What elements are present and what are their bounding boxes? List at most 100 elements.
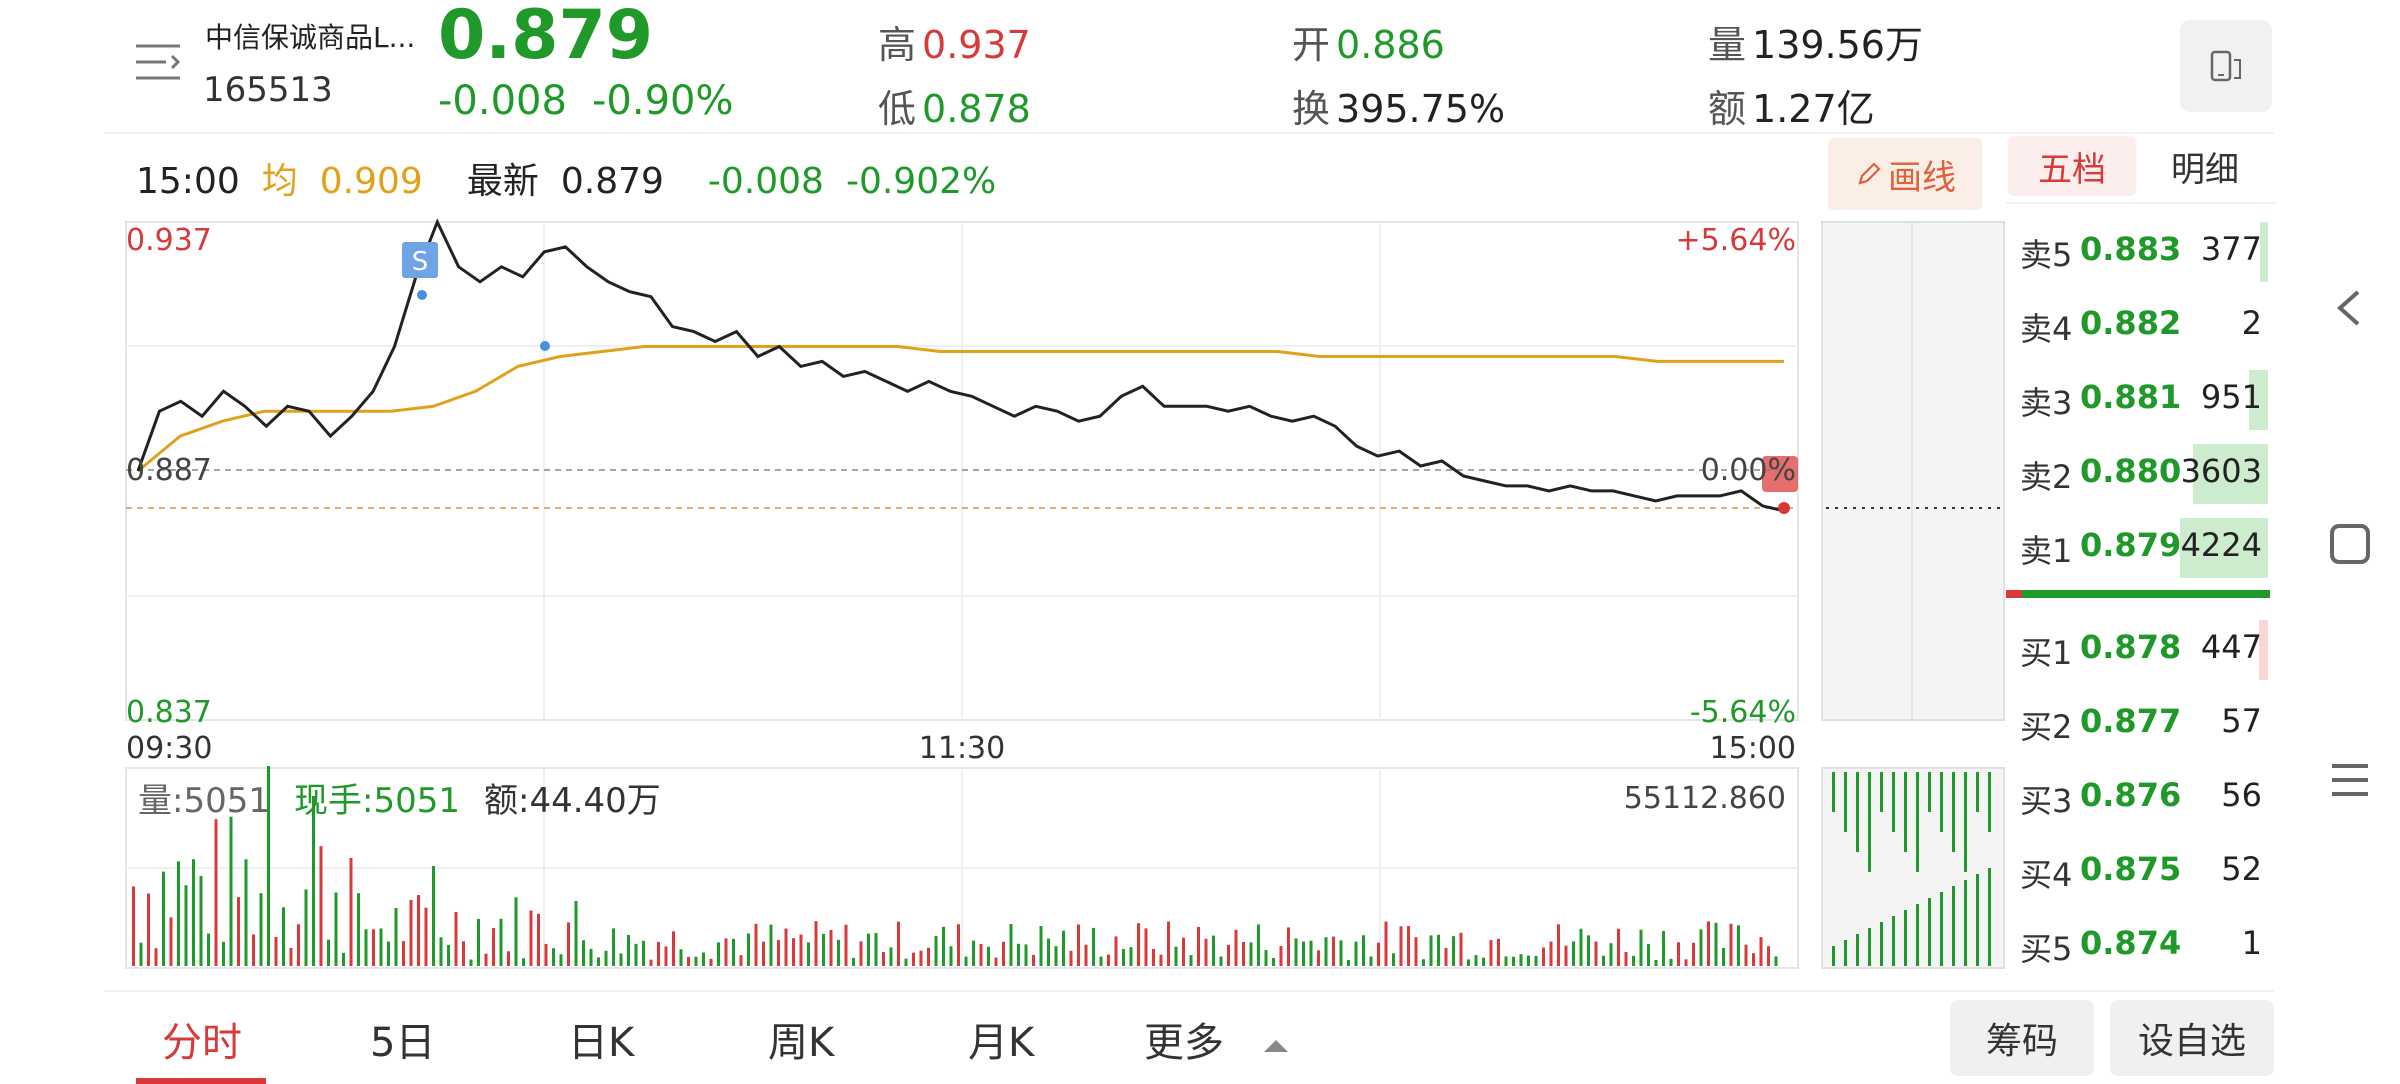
volume-bar [1759, 937, 1763, 966]
volume-bar [702, 952, 705, 966]
stat-open-value: 0.886 [1336, 23, 1445, 67]
volume-bar [829, 929, 833, 966]
ask-volume: 2 [2241, 304, 2262, 342]
volume-bar [439, 937, 443, 966]
volume-bar [1512, 956, 1515, 966]
bid-label: 买4 [2020, 856, 2073, 894]
intraday-chart[interactable]: S 0.937 0.887 0.837 +5.64% 0.00% -5.64% … [0, 0, 2400, 1000]
volume-bar [222, 941, 225, 966]
volume-bar [1107, 954, 1110, 966]
volume-bar [754, 923, 758, 966]
volume-bar [1084, 944, 1088, 966]
volume-bar [1444, 948, 1448, 966]
bid-row[interactable]: 买2 0.877 57 [2020, 690, 2268, 750]
tab-detail[interactable]: 明细 [2171, 149, 2239, 190]
volume-bar [942, 926, 945, 966]
volume-bar [1602, 955, 1605, 966]
volume-bar [784, 928, 788, 966]
pct-label-mid: 0.00% [1701, 453, 1796, 488]
volume-bar [1639, 929, 1643, 966]
depth-bar [1940, 772, 1943, 832]
volume-bar [522, 958, 525, 966]
volume-bar [477, 918, 480, 966]
marker-text: S [412, 247, 429, 277]
home-nav-button[interactable] [2320, 514, 2380, 574]
volume-bar [1114, 936, 1118, 966]
depth-bar [1916, 904, 1919, 966]
volume-bar [1152, 948, 1155, 966]
bid-volume-bar [2259, 620, 2268, 680]
ask-row[interactable]: 卖5 0.883 377 [2020, 218, 2268, 282]
volume-bar [1632, 955, 1635, 966]
volume-bar [867, 933, 870, 966]
volume-bar [1699, 929, 1703, 966]
tab-five-levels[interactable]: 五档 [2008, 136, 2136, 196]
volume-bar [387, 941, 390, 966]
volume-bar [852, 957, 855, 966]
tab-day-k[interactable]: 日K [568, 1020, 635, 1066]
ask-volume: 951 [2200, 378, 2262, 416]
volume-bar [732, 938, 735, 966]
volume-bar [1647, 944, 1650, 966]
volume-bar [1219, 956, 1223, 966]
volume-bar [1504, 956, 1508, 966]
volume-bar [537, 913, 540, 966]
volume-bar [747, 933, 750, 966]
volume-bar [1354, 941, 1358, 966]
tab-more[interactable]: 更多 [1144, 1010, 1291, 1068]
bid-row[interactable]: 买3 0.876 56 [2020, 764, 2268, 824]
bid-row[interactable]: 买4 0.875 52 [2020, 838, 2268, 898]
stat-volume-label: 量 [1708, 23, 1747, 67]
ask-row[interactable]: 卖4 0.882 2 [2020, 292, 2268, 352]
volume-bar [1707, 921, 1710, 966]
buy-sell-marker[interactable]: S [402, 242, 550, 351]
volume-bar [1129, 947, 1133, 966]
tab-5-day[interactable]: 5日 [370, 1020, 436, 1066]
volume-bar [184, 885, 188, 966]
add-watchlist-button[interactable]: 设自选 [2110, 1000, 2274, 1076]
ask-row[interactable]: 卖2 0.880 3603 [2020, 440, 2268, 504]
volume-bar [394, 907, 398, 966]
volume-bar [1654, 959, 1658, 966]
bid-row[interactable]: 买1 0.878 447 [2020, 616, 2268, 680]
volume-bar [949, 946, 953, 966]
draw-line-button[interactable]: 画线 [1828, 138, 1982, 210]
recents-nav-button[interactable] [2320, 750, 2380, 810]
volume-bar [1752, 953, 1755, 966]
volume-bar [1309, 940, 1313, 966]
volume-label: 量:5051 [138, 781, 270, 821]
volume-bar [1264, 950, 1268, 966]
volume-bar [319, 846, 323, 966]
menu-icon[interactable] [132, 40, 184, 86]
tab-month-k[interactable]: 月K [968, 1020, 1035, 1066]
depth-bar [1964, 880, 1967, 966]
chips-button[interactable]: 筹码 [1950, 1000, 2094, 1076]
stat-volume: 量 139.56万 [1708, 14, 1923, 69]
depth-bar [1952, 886, 1955, 966]
tab-intraday[interactable]: 分时 [162, 1020, 242, 1066]
volume-bar [1722, 947, 1725, 966]
volume-bar [1534, 955, 1538, 966]
tab-week-k[interactable]: 周K [768, 1020, 835, 1066]
ask-label: 卖3 [2020, 384, 2073, 422]
bid-row[interactable]: 买5 0.874 1 [2020, 912, 2268, 972]
bid-label: 买2 [2020, 708, 2073, 746]
volume-bar [1242, 942, 1245, 966]
depth-bar [1940, 892, 1943, 966]
bid-price: 0.874 [2080, 924, 2182, 962]
stat-high: 高 0.937 [878, 14, 1031, 69]
volume-bar [1714, 922, 1718, 966]
volume-bar [1587, 935, 1590, 966]
volume-bar [769, 924, 773, 966]
volume-bar [724, 938, 728, 966]
bid-price: 0.877 [2080, 702, 2182, 740]
back-nav-button[interactable] [2320, 278, 2380, 338]
landscape-toggle-button[interactable] [2180, 20, 2272, 112]
ask-row[interactable]: 卖1 0.879 4224 [2020, 514, 2268, 578]
bid-volume: 56 [2221, 776, 2262, 814]
volume-bar [1227, 944, 1230, 966]
volume-bar [499, 918, 503, 966]
volume-bar [1744, 944, 1748, 966]
ask-row[interactable]: 卖3 0.881 951 [2020, 366, 2268, 430]
info-latest-value: 0.879 [560, 161, 664, 202]
